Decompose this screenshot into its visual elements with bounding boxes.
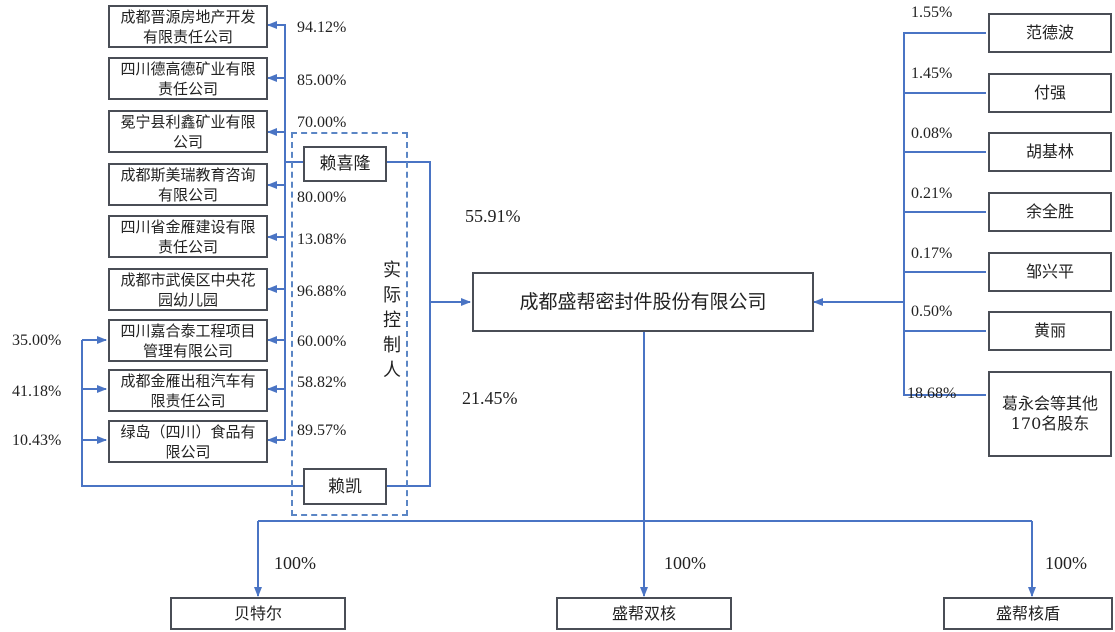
affiliate-pct-4: 80.00%: [297, 189, 347, 206]
controller-laixilong-box: 赖喜隆: [303, 146, 387, 182]
affiliate-pct-9: 89.57%: [297, 422, 347, 439]
shareholder-box-1: 范德波: [988, 13, 1112, 53]
shareholder-box-2: 付强: [988, 73, 1112, 113]
affiliate-box-8: 成都金雁出租汽车有限责任公司: [108, 369, 268, 412]
actual-controller-group: [291, 132, 408, 516]
affiliate-box-9: 绿岛（四川）食品有限公司: [108, 420, 268, 463]
shareholder-pct-7: 18.68%: [907, 385, 957, 402]
controller-laikai-box: 赖凯: [303, 468, 387, 505]
laikai-pct-1: 35.00%: [12, 332, 62, 349]
affiliate-box-3: 冕宁县利鑫矿业有限公司: [108, 110, 268, 153]
subsidiary-pct-3: 100%: [1045, 553, 1087, 573]
shareholder-pct-4: 0.21%: [911, 185, 953, 202]
main-company-box: 成都盛帮密封件股份有限公司: [472, 272, 814, 332]
affiliate-pct-5: 13.08%: [297, 231, 347, 248]
affiliate-pct-7: 60.00%: [297, 333, 347, 350]
affiliate-box-7: 四川嘉合泰工程项目管理有限公司: [108, 319, 268, 362]
affiliate-box-4: 成都斯美瑞教育咨询有限公司: [108, 163, 268, 206]
shareholder-box-6: 黄丽: [988, 311, 1112, 351]
subsidiary-pct-2: 100%: [664, 553, 706, 573]
shareholder-pct-1: 1.55%: [911, 4, 953, 21]
subsidiary-box-3: 盛帮核盾: [943, 597, 1113, 630]
affiliate-pct-6: 96.88%: [297, 283, 347, 300]
shareholder-box-4: 余全胜: [988, 192, 1112, 232]
shareholder-box-5: 邹兴平: [988, 252, 1112, 292]
shareholder-box-7: 葛永会等其他170名股东: [988, 371, 1112, 457]
affiliate-box-2: 四川德高德矿业有限责任公司: [108, 57, 268, 100]
shareholder-pct-2: 1.45%: [911, 65, 953, 82]
laikai-pct-2: 41.18%: [12, 383, 62, 400]
subsidiary-box-2: 盛帮双核: [556, 597, 732, 630]
controller-1-pct: 55.91%: [465, 206, 521, 226]
affiliate-box-6: 成都市武侯区中央花园幼儿园: [108, 268, 268, 311]
affiliate-pct-2: 85.00%: [297, 72, 347, 89]
affiliate-box-5: 四川省金雁建设有限责任公司: [108, 215, 268, 258]
subsidiary-pct-1: 100%: [274, 553, 316, 573]
subsidiary-box-1: 贝特尔: [170, 597, 346, 630]
affiliate-pct-1: 94.12%: [297, 19, 347, 36]
affiliate-box-1: 成都晋源房地产开发有限责任公司: [108, 5, 268, 48]
shareholder-pct-6: 0.50%: [911, 303, 953, 320]
shareholder-pct-5: 0.17%: [911, 245, 953, 262]
actual-controller-label: 实际控制人: [383, 260, 401, 381]
laikai-pct-3: 10.43%: [12, 432, 62, 449]
controller-2-pct: 21.45%: [462, 388, 518, 408]
shareholder-box-3: 胡基林: [988, 132, 1112, 172]
affiliate-pct-3: 70.00%: [297, 114, 347, 131]
shareholder-pct-3: 0.08%: [911, 125, 953, 142]
affiliate-pct-8: 58.82%: [297, 374, 347, 391]
